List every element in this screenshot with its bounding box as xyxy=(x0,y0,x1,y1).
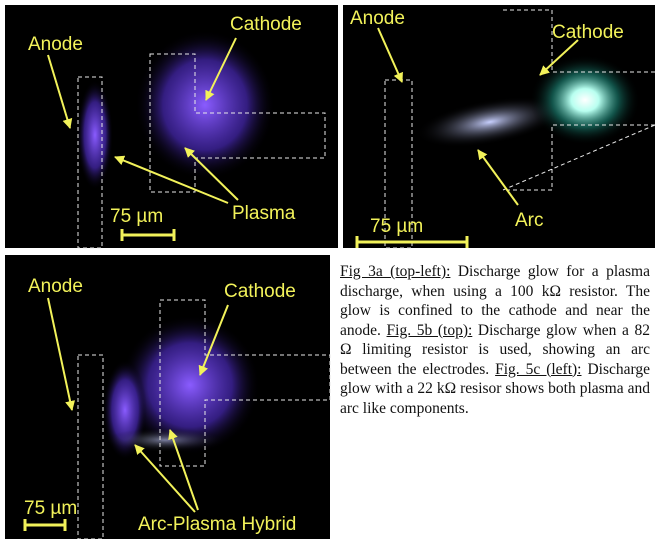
caption-label: Fig. 5c (left): xyxy=(495,361,581,378)
scale-label: 75 µm xyxy=(24,498,77,519)
caption: Fig 3a (top-left): Discharge glow for a … xyxy=(340,262,650,418)
cathode-label: Cathode xyxy=(224,281,296,302)
panel-a: Anode Cathode Plasma 75 µm xyxy=(5,5,338,248)
caption-label: Fig. 5b (top): xyxy=(387,322,473,339)
scale-label: 75 µm xyxy=(110,206,163,227)
anode-label: Anode xyxy=(28,276,83,297)
anode-label: Anode xyxy=(350,8,405,29)
cathode-label: Cathode xyxy=(552,22,624,43)
anode-label: Anode xyxy=(28,34,83,55)
panel-c: Anode Cathode Arc-Plasma Hybrid 75 µm xyxy=(5,255,330,539)
cathode-label: Cathode xyxy=(230,14,302,35)
feature-label: Arc-Plasma Hybrid xyxy=(138,514,296,535)
panel-b: Anode Cathode Arc 75 µm xyxy=(343,5,655,248)
scale-label: 75 µm xyxy=(370,216,423,237)
caption-label: Fig 3a (top-left): xyxy=(340,263,450,280)
page: Anode Cathode Plasma 75 µm Anode Cathode… xyxy=(0,0,655,539)
feature-label: Arc xyxy=(515,210,544,231)
feature-label: Plasma xyxy=(232,203,296,224)
